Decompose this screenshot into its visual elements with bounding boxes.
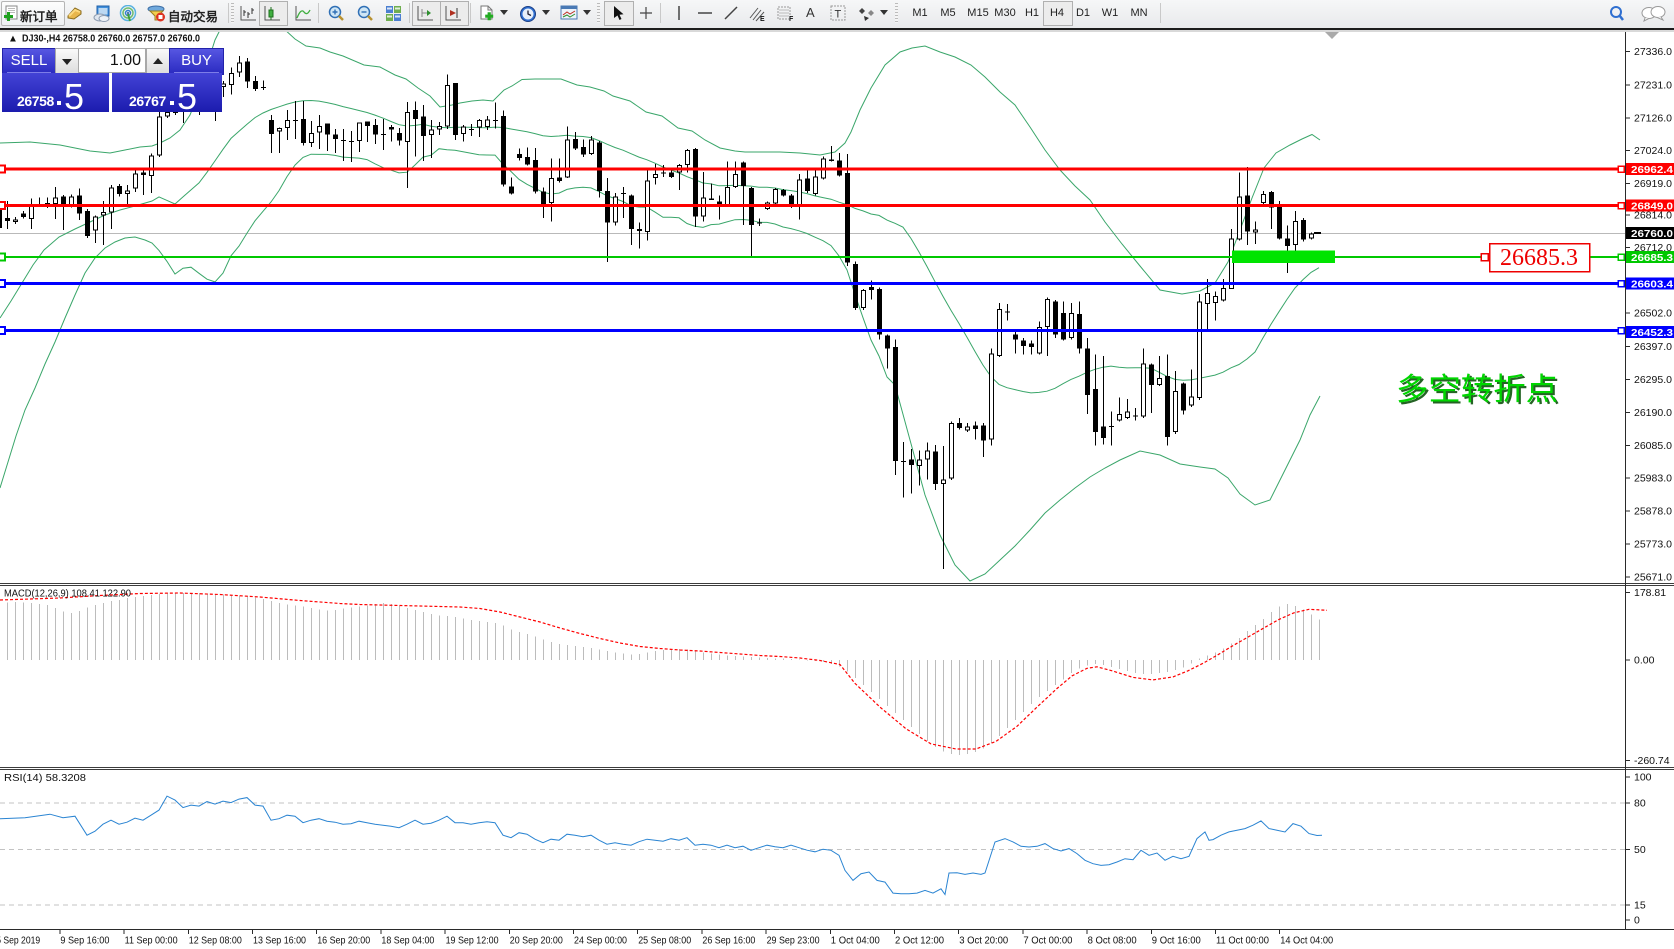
svg-text:5 Sep 2019: 5 Sep 2019: [0, 936, 41, 947]
svg-text:26502.0: 26502.0: [1634, 308, 1672, 320]
svg-text:100: 100: [1634, 772, 1652, 784]
svg-text:27336.0: 27336.0: [1634, 46, 1672, 58]
svg-text:25671.0: 25671.0: [1634, 572, 1672, 584]
svg-text:▲: ▲: [8, 34, 18, 45]
svg-text:50: 50: [1634, 844, 1646, 856]
svg-text:0: 0: [1634, 915, 1640, 927]
svg-text:E: E: [760, 16, 765, 22]
svg-text:26919.0: 26919.0: [1634, 178, 1672, 190]
svg-text:25773.0: 25773.0: [1634, 539, 1672, 551]
svg-text:26814.0: 26814.0: [1634, 210, 1672, 222]
svg-text:26849.0: 26849.0: [1631, 201, 1673, 213]
svg-text:26760.0: 26760.0: [1631, 228, 1673, 240]
svg-text:16 Sep 20:00: 16 Sep 20:00: [317, 936, 370, 947]
svg-text:26603.4: 26603.4: [1631, 279, 1673, 291]
svg-text:-260.74: -260.74: [1634, 755, 1670, 767]
svg-text:27231.0: 27231.0: [1634, 79, 1672, 91]
svg-text:19 Sep 12:00: 19 Sep 12:00: [446, 936, 499, 947]
svg-text:13 Sep 16:00: 13 Sep 16:00: [253, 936, 306, 947]
svg-text:多空转折点: 多空转折点: [1396, 372, 1558, 407]
svg-text:27024.0: 27024.0: [1634, 145, 1672, 157]
svg-text:26452.3: 26452.3: [1631, 327, 1673, 339]
svg-text:12 Sep 08:00: 12 Sep 08:00: [189, 936, 242, 947]
svg-text:14 Oct 04:00: 14 Oct 04:00: [1280, 936, 1333, 947]
svg-text:80: 80: [1634, 797, 1646, 809]
svg-text:T: T: [835, 9, 842, 21]
svg-text:24 Sep 00:00: 24 Sep 00:00: [574, 936, 627, 947]
svg-text:MACD(12,26,9) 108.41 122.90: MACD(12,26,9) 108.41 122.90: [4, 589, 131, 600]
svg-text:26685.3: 26685.3: [1631, 252, 1673, 264]
svg-text:26295.0: 26295.0: [1634, 374, 1672, 386]
svg-text:25 Sep 08:00: 25 Sep 08:00: [638, 936, 691, 947]
svg-text:18 Sep 04:00: 18 Sep 04:00: [381, 936, 434, 947]
svg-text:RSI(14) 58.3208: RSI(14) 58.3208: [4, 773, 86, 784]
svg-text:8 Oct 08:00: 8 Oct 08:00: [1088, 936, 1137, 947]
svg-text:25878.0: 25878.0: [1634, 506, 1672, 518]
svg-text:20 Sep 20:00: 20 Sep 20:00: [510, 936, 563, 947]
svg-text:26085.0: 26085.0: [1634, 440, 1672, 452]
svg-text:26 Sep 16:00: 26 Sep 16:00: [702, 936, 755, 947]
svg-text:29 Sep 23:00: 29 Sep 23:00: [767, 936, 820, 947]
svg-text:F: F: [789, 16, 794, 22]
svg-text:DJ30-,H4 26758.0 26760.0 2675: DJ30-,H4 26758.0 26760.0 26757.0 26760.0: [22, 33, 200, 45]
svg-text:1 Oct 04:00: 1 Oct 04:00: [831, 936, 880, 947]
svg-text:3 Oct 20:00: 3 Oct 20:00: [959, 936, 1008, 947]
svg-text:26397.0: 26397.0: [1634, 341, 1672, 353]
svg-text:2 Oct 12:00: 2 Oct 12:00: [895, 936, 944, 947]
svg-text:9 Oct 16:00: 9 Oct 16:00: [1152, 936, 1201, 947]
svg-text:11 Sep 00:00: 11 Sep 00:00: [125, 936, 178, 947]
svg-text:15: 15: [1634, 900, 1646, 912]
svg-text:9 Sep 16:00: 9 Sep 16:00: [60, 936, 109, 947]
svg-text:26190.0: 26190.0: [1634, 407, 1672, 419]
svg-text:26685.3: 26685.3: [1500, 245, 1578, 271]
svg-text:178.81: 178.81: [1634, 587, 1666, 599]
svg-text:26962.4: 26962.4: [1631, 164, 1673, 176]
svg-text:25983.0: 25983.0: [1634, 473, 1672, 485]
svg-text:11 Oct 00:00: 11 Oct 00:00: [1216, 936, 1269, 947]
svg-text:7 Oct 00:00: 7 Oct 00:00: [1023, 936, 1072, 947]
svg-text:0.00: 0.00: [1634, 655, 1655, 667]
svg-text:27126.0: 27126.0: [1634, 113, 1672, 125]
